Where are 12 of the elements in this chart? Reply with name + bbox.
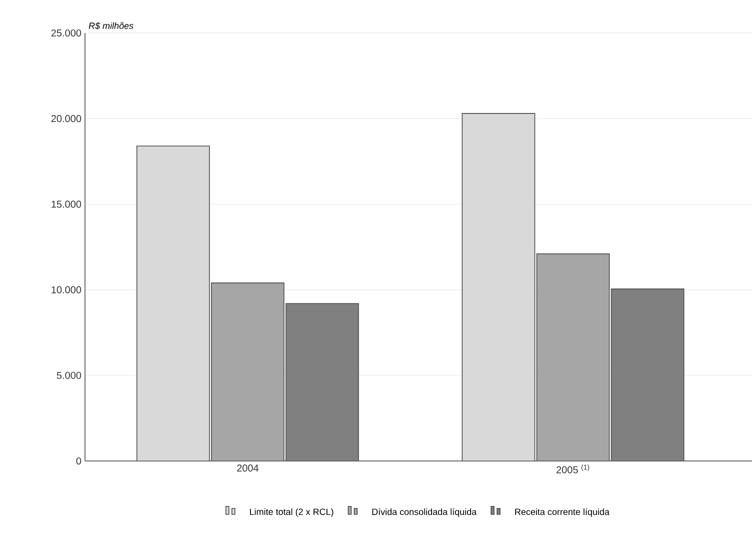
x-tick-label: 2004 — [237, 464, 259, 472]
y-axis-title: R$ milhões — [88, 22, 134, 30]
y-tick-label: 5.000 — [56, 372, 82, 379]
y-tick-label: 25.000 — [51, 29, 82, 37]
y-tick-label: 20.000 — [51, 115, 82, 122]
y-tick-label: 10.000 — [52, 286, 82, 294]
legend-label: Dívida consolidada líquida — [372, 508, 477, 517]
legend-label: Receita corrente líquida — [515, 508, 610, 517]
y-tick-label: 0 — [76, 457, 82, 465]
y-tick-label: 15.000 — [52, 200, 82, 208]
x-tick-label: 2005 $^{(1)}$ — [556, 464, 590, 474]
legend-label: Limite total (2 x RCL) — [250, 508, 334, 517]
